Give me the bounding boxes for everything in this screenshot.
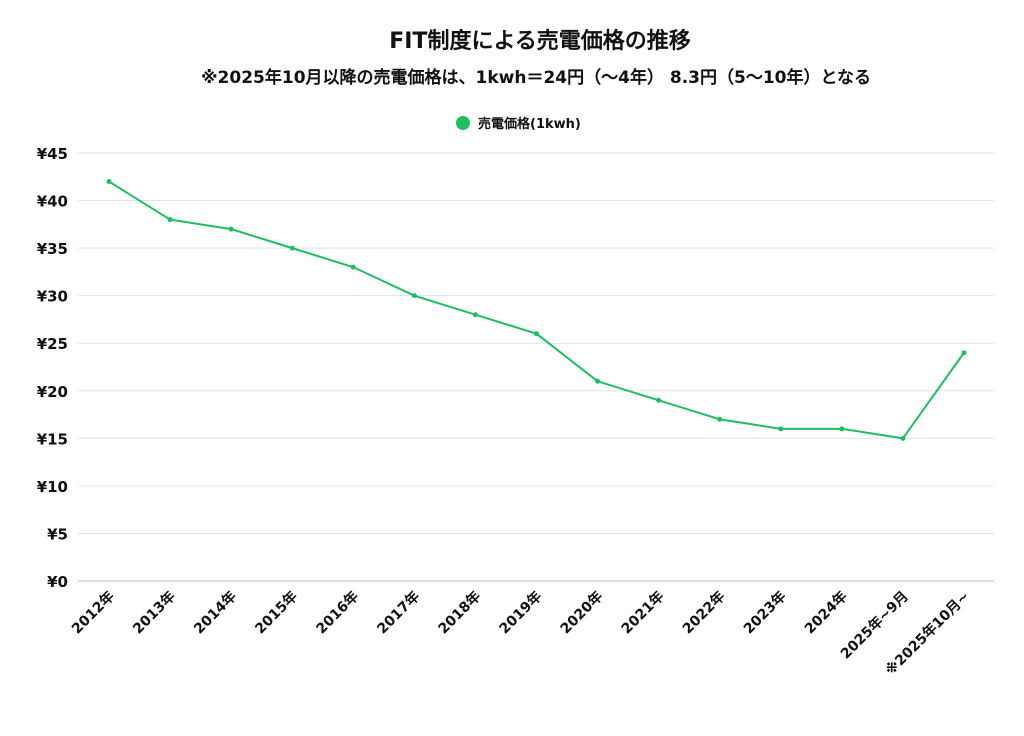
chart-title: FIT制度による売電価格の推移 [389, 28, 691, 54]
x-tick-label: 2024年 [801, 588, 850, 637]
y-tick-label: ¥40 [37, 193, 68, 211]
y-tick-label: ¥10 [37, 478, 68, 496]
data-point [656, 397, 662, 403]
data-point [472, 312, 478, 318]
y-tick-label: ¥15 [37, 430, 68, 448]
legend-label: 売電価格(1kwh) [478, 116, 581, 132]
x-tick-label: 2021年 [618, 588, 667, 637]
data-point [106, 179, 112, 185]
x-tick-label: 2022年 [679, 588, 728, 637]
legend: 売電価格(1kwh) [456, 116, 581, 132]
y-tick-label: ¥20 [37, 383, 68, 401]
data-point [595, 378, 601, 384]
data-point [534, 331, 539, 337]
data-point [411, 293, 417, 299]
x-tick-label: 2017年 [374, 588, 423, 637]
y-tick-label: ¥0 [47, 573, 68, 591]
chart-subtitle: ※2025年10月以降の売電価格は、1kwh＝24円（～4年） 8.3円（5～1… [201, 67, 871, 88]
data-point [778, 426, 784, 432]
y-tick-label: ¥45 [37, 145, 68, 163]
series-line [108, 180, 965, 440]
x-tick-label: 2013年 [129, 588, 178, 637]
data-point [289, 245, 295, 251]
y-tick-label: ¥30 [37, 288, 68, 306]
x-tick-label: 2012年 [68, 588, 117, 637]
x-tick-label: 2016年 [313, 588, 362, 637]
data-point [839, 426, 845, 432]
x-tick-label: 2023年 [740, 588, 789, 637]
y-tick-label: ¥35 [37, 240, 68, 258]
data-point [717, 416, 723, 422]
x-tick-label: 2018年 [435, 588, 484, 637]
x-tick-label: 2020年 [557, 588, 606, 637]
data-point [228, 226, 234, 232]
data-point [961, 350, 967, 356]
data-point [350, 264, 356, 270]
legend-marker [456, 116, 470, 130]
x-tick-label: 2014年 [190, 588, 239, 637]
x-tick-label: 2019年 [496, 588, 545, 637]
data-point [167, 217, 173, 223]
y-tick-label: ¥5 [47, 525, 68, 543]
data-point [900, 435, 906, 441]
x-tick-label: 2015年 [252, 588, 301, 637]
y-tick-label: ¥25 [37, 335, 68, 353]
